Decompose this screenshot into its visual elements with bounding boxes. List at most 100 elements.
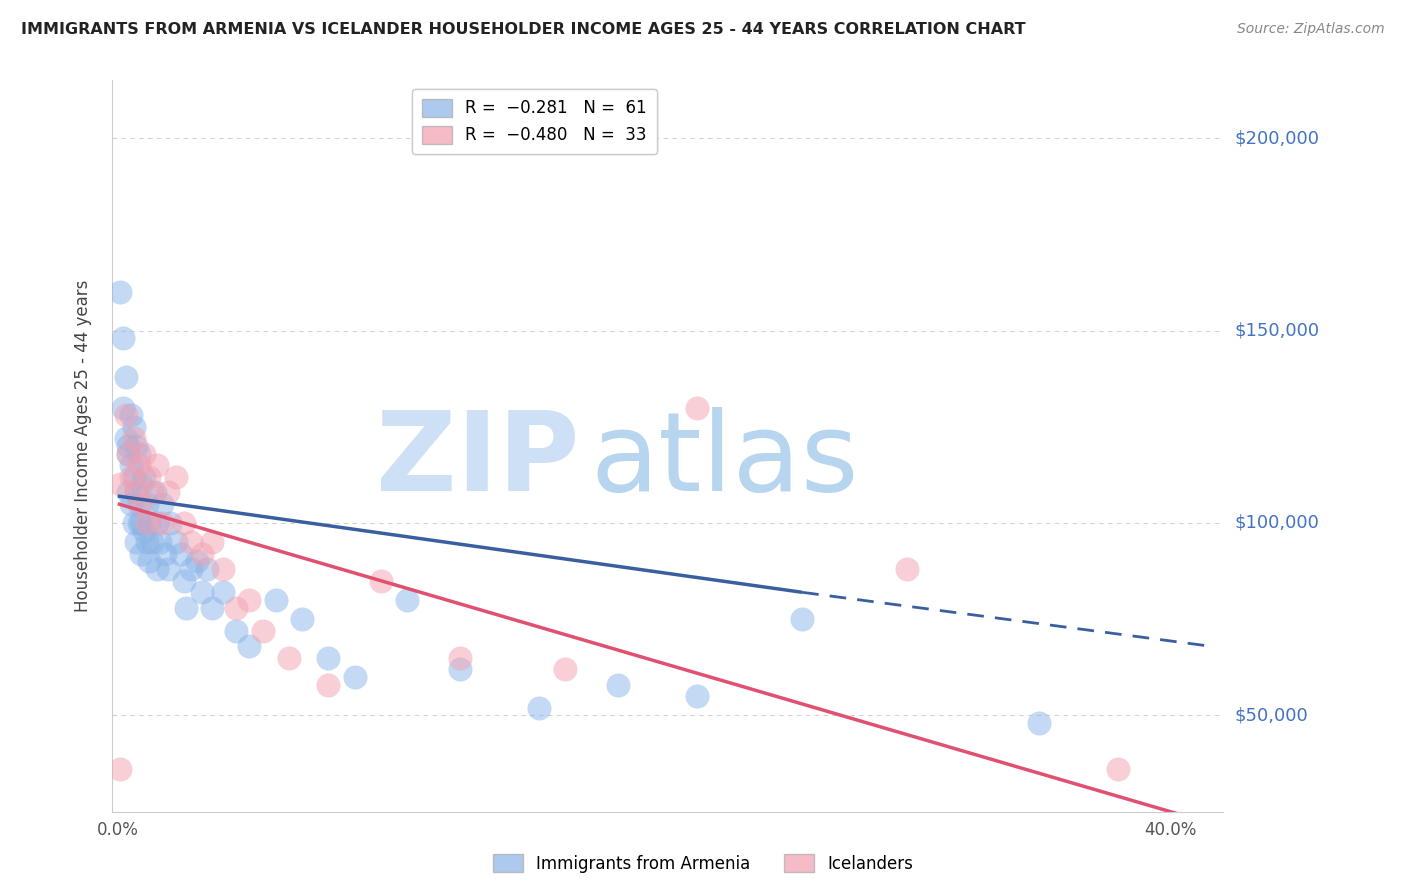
Point: [146, 516, 169, 530]
Legend: R =  −0.281   N =  61, R =  −0.480   N =  33: R = −0.281 N = 61, R = −0.480 N = 33: [412, 88, 657, 154]
Text: ZIP: ZIP: [375, 407, 579, 514]
Point: [135, 497, 157, 511]
Point: [125, 485, 148, 500]
Point: [396, 593, 419, 607]
Point: [790, 612, 813, 626]
Point: [120, 458, 142, 473]
Point: [1028, 716, 1050, 731]
Point: [114, 369, 136, 384]
Text: $200,000: $200,000: [1234, 129, 1319, 147]
Point: [212, 562, 235, 576]
Point: [191, 585, 214, 599]
Point: [174, 600, 197, 615]
Point: [141, 535, 163, 549]
Point: [686, 401, 709, 415]
Point: [896, 562, 918, 576]
Point: [114, 408, 136, 422]
Point: [120, 470, 142, 484]
Point: [238, 593, 260, 607]
Text: $150,000: $150,000: [1234, 321, 1319, 340]
Point: [170, 547, 193, 561]
Point: [146, 458, 169, 473]
Point: [138, 470, 160, 484]
Point: [143, 485, 166, 500]
Point: [117, 485, 139, 500]
Point: [343, 670, 366, 684]
Point: [131, 547, 153, 561]
Point: [318, 678, 340, 692]
Point: [122, 419, 145, 434]
Point: [201, 600, 224, 615]
Point: [173, 574, 195, 588]
Point: [135, 535, 157, 549]
Point: [110, 477, 132, 491]
Text: atlas: atlas: [591, 407, 859, 514]
Point: [212, 585, 235, 599]
Point: [165, 535, 187, 549]
Point: [132, 447, 155, 461]
Point: [191, 547, 214, 561]
Point: [131, 477, 153, 491]
Text: Source: ZipAtlas.com: Source: ZipAtlas.com: [1237, 22, 1385, 37]
Point: [132, 470, 155, 484]
Point: [1107, 763, 1129, 777]
Point: [180, 562, 202, 576]
Point: [111, 331, 134, 345]
Point: [128, 516, 150, 530]
Point: [114, 431, 136, 445]
Point: [238, 639, 260, 653]
Point: [141, 485, 163, 500]
Point: [370, 574, 392, 588]
Legend: Immigrants from Armenia, Icelanders: Immigrants from Armenia, Icelanders: [486, 847, 920, 880]
Point: [132, 524, 155, 538]
Point: [153, 547, 176, 561]
Point: [449, 650, 471, 665]
Point: [111, 401, 134, 415]
Point: [264, 593, 287, 607]
Point: [131, 497, 153, 511]
Point: [138, 554, 160, 568]
Point: [120, 408, 142, 422]
Point: [117, 447, 139, 461]
Point: [252, 624, 274, 638]
Point: [122, 431, 145, 445]
Point: [527, 700, 550, 714]
Point: [135, 516, 157, 530]
Point: [225, 624, 247, 638]
Point: [277, 650, 299, 665]
Point: [159, 516, 181, 530]
Point: [120, 497, 142, 511]
Point: [122, 516, 145, 530]
Point: [173, 516, 195, 530]
Point: [291, 612, 314, 626]
Point: [125, 485, 148, 500]
Point: [186, 554, 208, 568]
Point: [165, 470, 187, 484]
Point: [225, 600, 247, 615]
Text: $50,000: $50,000: [1234, 706, 1308, 724]
Point: [128, 458, 150, 473]
Point: [606, 678, 628, 692]
Point: [138, 516, 160, 530]
Point: [156, 485, 179, 500]
Point: [117, 447, 139, 461]
Point: [156, 562, 179, 576]
Point: [128, 447, 150, 461]
Point: [180, 535, 202, 549]
Point: [201, 535, 224, 549]
Point: [131, 516, 153, 530]
Point: [110, 763, 132, 777]
Point: [146, 562, 169, 576]
Point: [152, 497, 174, 511]
Point: [686, 690, 709, 704]
Point: [554, 662, 576, 676]
Y-axis label: Householder Income Ages 25 - 44 years: Householder Income Ages 25 - 44 years: [73, 280, 91, 612]
Text: $100,000: $100,000: [1234, 514, 1319, 532]
Point: [117, 439, 139, 453]
Point: [122, 470, 145, 484]
Text: IMMIGRANTS FROM ARMENIA VS ICELANDER HOUSEHOLDER INCOME AGES 25 - 44 YEARS CORRE: IMMIGRANTS FROM ARMENIA VS ICELANDER HOU…: [21, 22, 1026, 37]
Point: [128, 497, 150, 511]
Point: [110, 285, 132, 299]
Point: [125, 535, 148, 549]
Point: [318, 650, 340, 665]
